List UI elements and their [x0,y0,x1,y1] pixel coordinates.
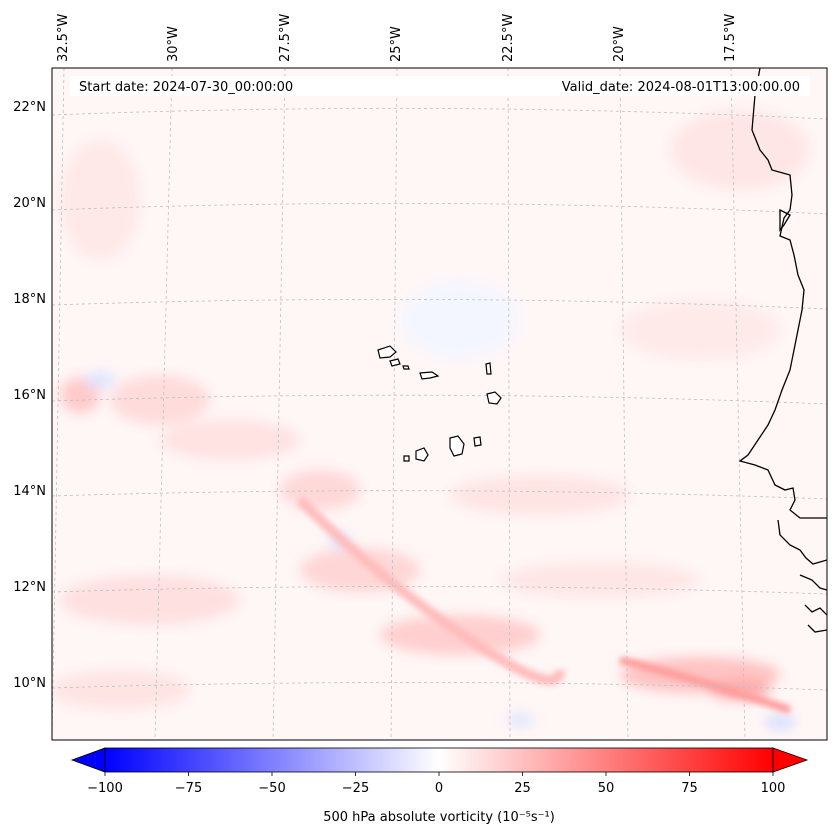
island-maio [473,436,482,447]
lat-label-18n: 18°N [13,292,46,307]
colorbar-tick-label: −75 [175,781,202,796]
island-sao-nicolau [419,371,440,380]
colorbar-ticks [104,772,774,776]
island-sao-vicente [389,358,401,367]
island-sal [485,362,492,375]
valid-date-label: Valid_date: 2024-08-01T13:00:00.00 [562,80,800,95]
lon-label-30w: 30°W [166,26,181,62]
colorbar-min-extend [70,747,106,773]
lat-label-20n: 20°N [13,196,46,211]
coastline [738,68,827,633]
longitude-labels: 32.5°W 30°W 27.5°W 25°W 22.5°W 20°W 17.5… [56,14,738,62]
island-brava [403,455,410,462]
lat-label-22n: 22°N [13,100,46,115]
map-frame [51,67,828,741]
colorbar: −100 −75 −50 −25 0 25 50 75 100 500 hPa … [70,747,809,825]
colorbar-tick-label: −50 [258,781,285,796]
colorbar-tick-label: 75 [681,781,698,796]
cape-verde-islands [377,345,502,462]
colorbar-tick-label: 0 [435,781,443,796]
island-santa-luzia [402,365,410,370]
graticule [52,68,827,740]
lat-label-12n: 12°N [13,580,46,595]
colorbar-tick-label: −100 [87,781,123,796]
island-santo-antao [377,345,397,359]
colorbar-tick-label: −25 [342,781,369,796]
lon-label-25w: 25°W [389,26,404,62]
lon-label-22.5w: 22.5°W [501,14,516,62]
vorticity-streaks [296,496,792,714]
colorbar-max-extend [772,747,809,773]
island-boa-vista [486,391,502,405]
colorbar-label: 500 hPa absolute vorticity (10⁻⁵s⁻¹) [323,810,555,825]
info-bar [70,76,810,96]
lat-label-16n: 16°N [13,388,46,403]
start-date-label: Start date: 2024-07-30_00:00:00 [79,80,293,95]
lon-label-20w: 20°W [612,26,627,62]
lon-label-17.5w: 17.5°W [723,14,738,62]
colorbar-tick-label: 25 [514,781,531,796]
vorticity-map [52,68,827,740]
lon-label-32.5w: 32.5°W [56,14,71,62]
island-fogo [415,447,429,462]
island-santiago [449,435,465,457]
lat-label-14n: 14°N [13,484,46,499]
colorbar-gradient [105,748,773,772]
colorbar-tick-label: 50 [598,781,615,796]
colorbar-tick-label: 100 [761,781,786,796]
lat-label-10n: 10°N [13,676,46,691]
latitude-labels: 22°N 20°N 18°N 16°N 14°N 12°N 10°N [13,100,46,691]
lon-label-27.5w: 27.5°W [278,14,293,62]
